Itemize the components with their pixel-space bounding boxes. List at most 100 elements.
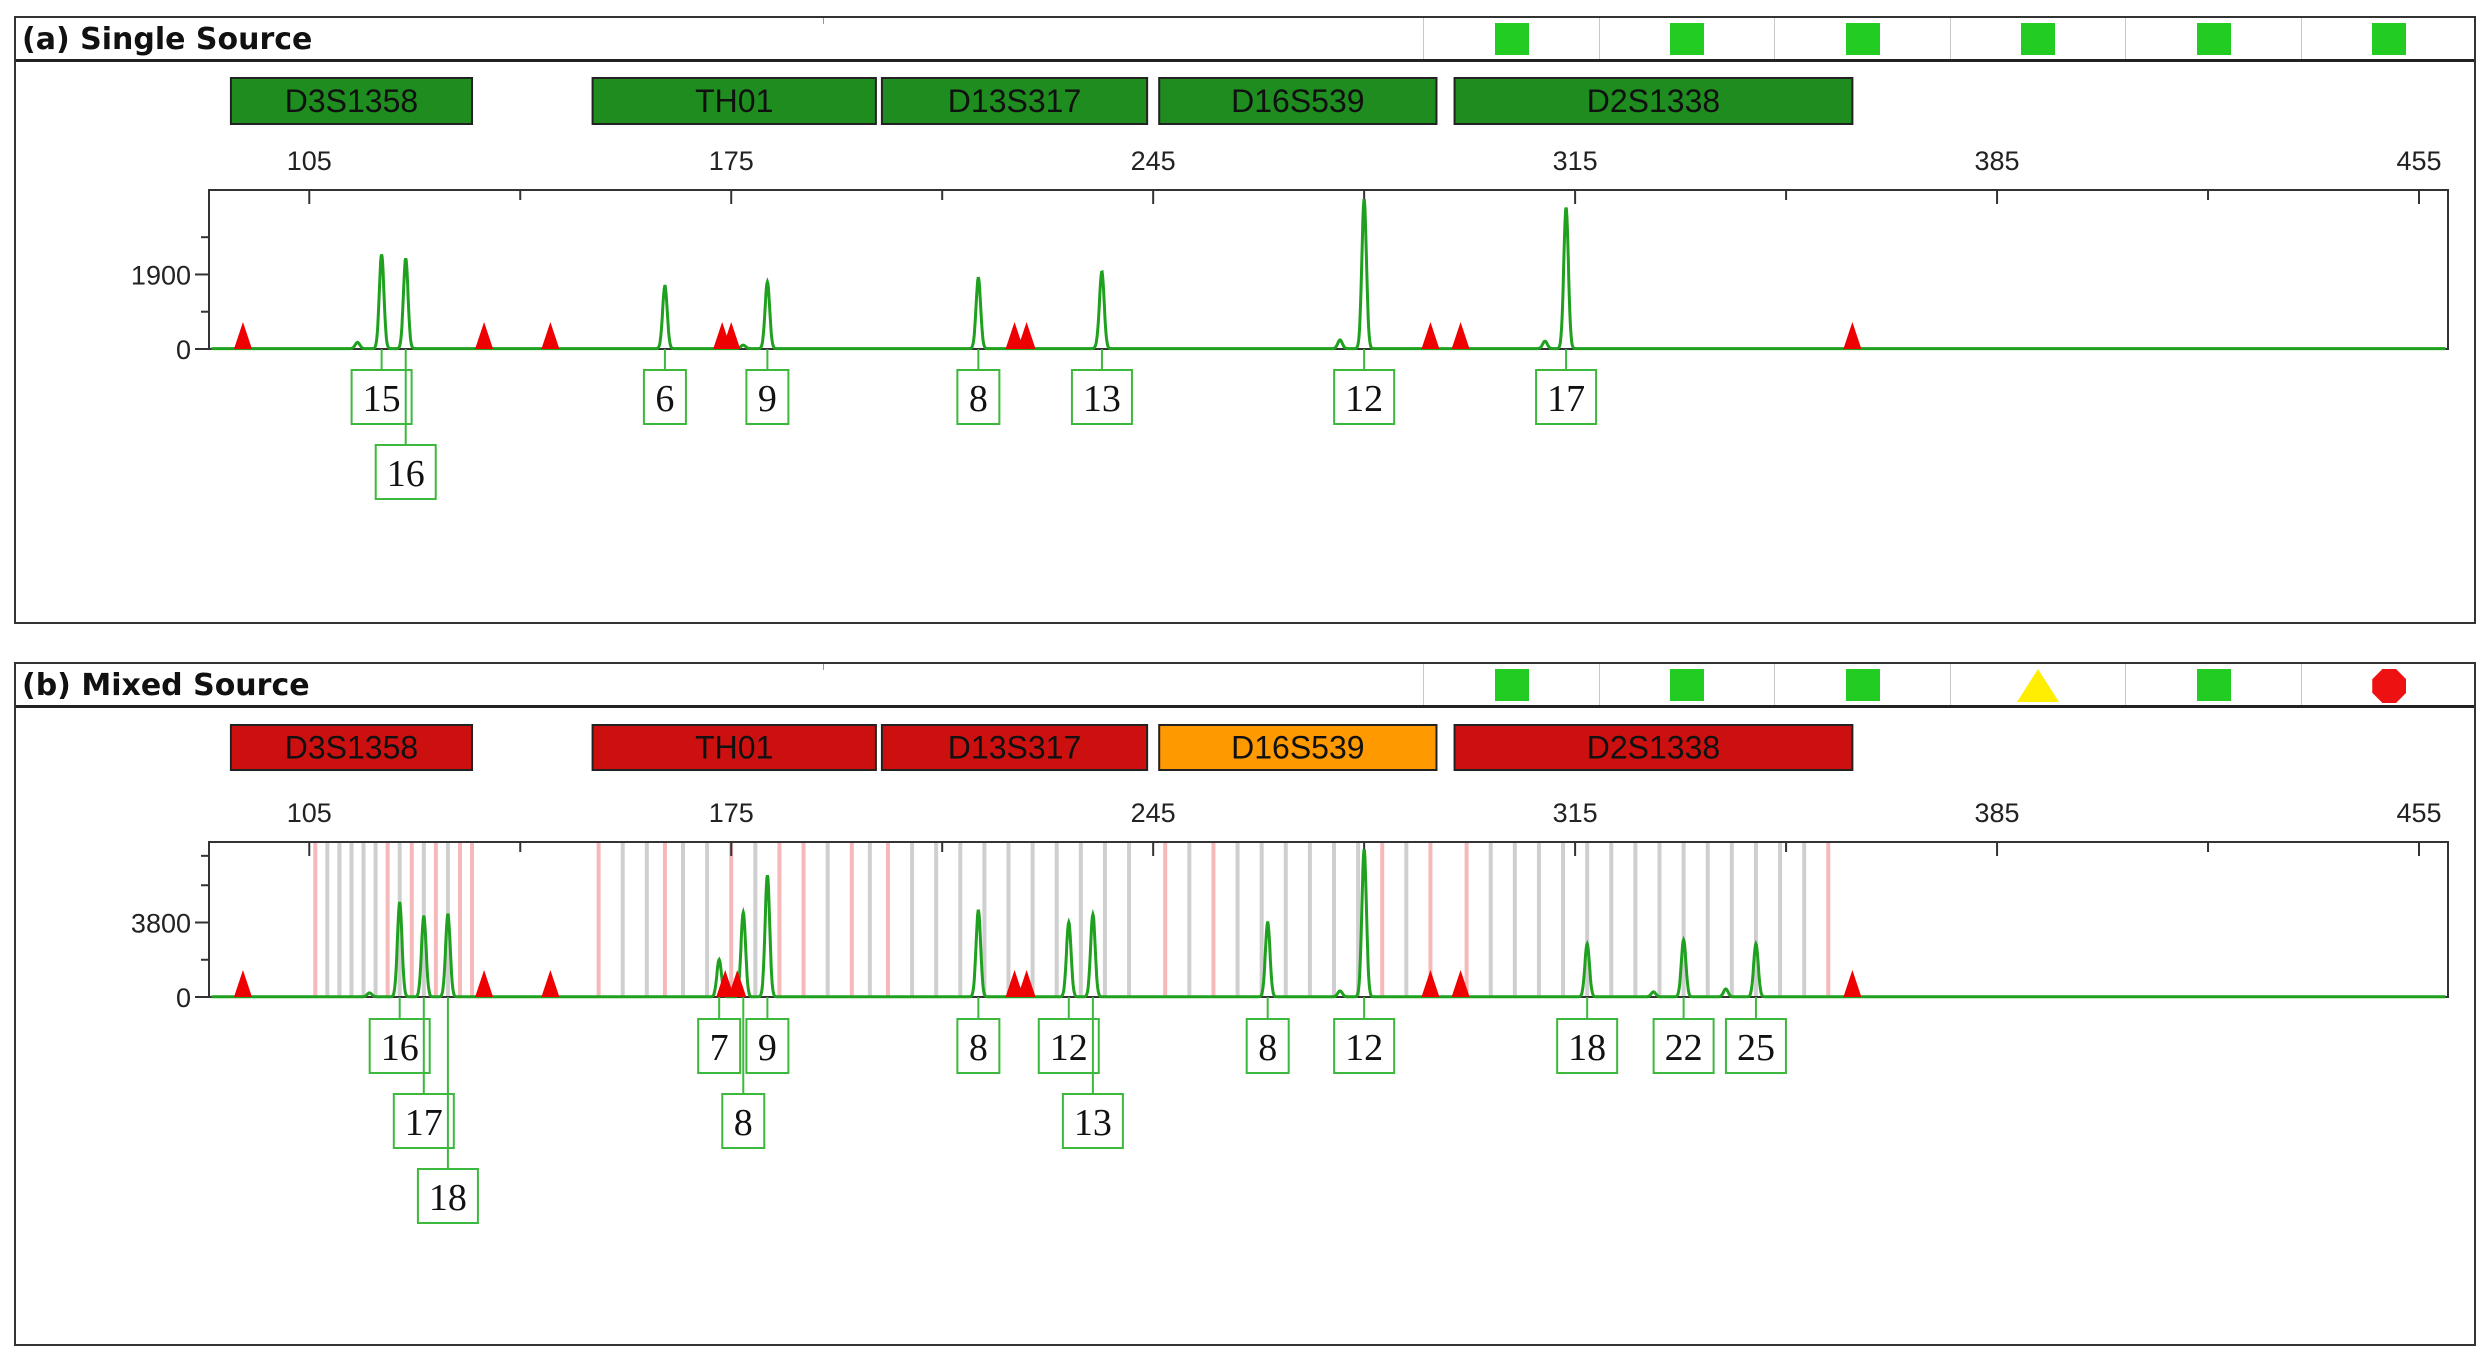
allele-box [1070,369,1133,425]
allele-box [416,1168,479,1224]
status-cell [1949,18,2126,59]
allele-label: 16 [387,453,425,495]
allele-bin [1753,842,1758,997]
locus-marker: D2S1338 [1453,77,1854,125]
locus-marker: D3S1358 [229,724,474,771]
locus-status-strip [1423,664,2476,705]
allele-bin [1030,842,1035,997]
allele-box [642,369,687,425]
allele-box [1652,1018,1715,1074]
locus-marker-label: D3S1358 [285,83,418,119]
allele-bin [867,842,872,997]
allele-bin [662,842,667,997]
status-square-icon [1494,669,1529,701]
panel-title: (a) Single Source [22,22,313,57]
allele-bin [934,842,939,997]
locus-marker-bar [229,724,474,771]
locus-marker-label: D2S1338 [1587,730,1720,766]
allele-box [1245,1018,1290,1074]
allele-bin [681,842,685,997]
signal-trace [211,198,2446,351]
locus-marker-label: TH01 [695,83,773,119]
allele-box [956,1018,1001,1074]
locus-marker-label: TH01 [695,730,773,766]
x-tick-label: 245 [1131,146,1176,176]
status-warning-triangle-icon [2017,669,2060,702]
status-cell [1949,664,2126,705]
allele-label: 18 [1568,1027,1606,1069]
allele-label: 13 [1083,378,1121,420]
size-standard-triangle [1005,322,1024,349]
allele-label: 8 [969,1027,988,1069]
allele-bin [1163,842,1168,997]
allele-label: 8 [969,378,988,420]
allele-bin [958,842,963,997]
allele-bin [1464,842,1469,997]
allele-bin [705,842,710,997]
allele-bin [982,842,987,997]
locus-marker-bar [880,77,1149,125]
status-square-icon [1670,23,1705,55]
allele-calls: 15 16 6 9 8 13 12 17 [350,349,1598,500]
allele-label: 12 [1345,1027,1383,1069]
allele-bin [620,842,625,997]
status-cell [2300,664,2477,705]
allele-bin [1235,842,1240,997]
allele-bin [1078,842,1083,997]
allele-bin [885,842,890,997]
panel-header: (a) Single Source [16,18,2474,62]
x-tick-label: 455 [2396,146,2441,176]
size-standard-triangle [233,322,252,349]
allele-bin [1705,842,1710,997]
allele-bin [409,842,414,997]
allele-box [1037,1018,1100,1074]
x-tick-label: 245 [1131,798,1176,828]
panel-header: (b) Mixed Source [16,664,2474,708]
allele-label: 18 [429,1177,467,1219]
x-tick-label: 455 [2396,798,2441,828]
status-cell [2300,18,2477,59]
status-square-icon [1845,669,1880,701]
size-standard-triangle [728,970,747,997]
x-tick-label: 385 [1975,798,2020,828]
allele-bin [729,842,734,997]
allele-box [350,369,413,425]
allele-bin [313,842,318,997]
allele-box [697,1018,742,1074]
locus-marker-label: D13S317 [948,83,1081,119]
status-cell [1598,18,1775,59]
status-square-icon [2021,23,2056,55]
allele-label: 9 [758,1027,777,1069]
locus-marker: TH01 [591,77,877,125]
size-standard-triangle [716,970,735,997]
x-tick-label: 175 [709,798,754,828]
allele-bin [349,842,354,997]
allele-label: 9 [758,378,777,420]
status-cell [1598,664,1775,705]
locus-marker: D16S539 [1158,724,1438,771]
header-tick [823,18,824,24]
size-standard-triangle [722,322,741,349]
allele-bin [1428,842,1433,997]
allele-bin [825,842,830,997]
allele-bin [1054,842,1059,997]
allele-bin [1404,842,1409,997]
locus-marker-label: D16S539 [1231,83,1364,119]
allele-bin [470,842,475,997]
allele-label: 16 [381,1027,419,1069]
allele-label: 25 [1737,1027,1775,1069]
allele-bin [1283,842,1288,997]
panel-single-source: (a) Single Source D3S1358 TH01 D13S317 D16S… [14,16,2476,624]
locus-marker-label: D3S1358 [285,730,418,766]
electropherogram-chart: D3S1358 TH01 D13S317 D16S539 D2S1338 105 175 24… [131,724,2449,1224]
allele-bin [801,842,806,997]
x-tick-label: 315 [1553,146,1598,176]
allele-label: 15 [363,378,401,420]
status-cell [1423,664,1599,705]
size-standard-triangle [1017,322,1036,349]
allele-label: 8 [734,1102,753,1144]
allele-box [1535,369,1598,425]
x-axis: 105 175 245 315 385 455 [287,146,2442,204]
plot-frame [208,841,2449,998]
allele-bin [1778,842,1783,997]
